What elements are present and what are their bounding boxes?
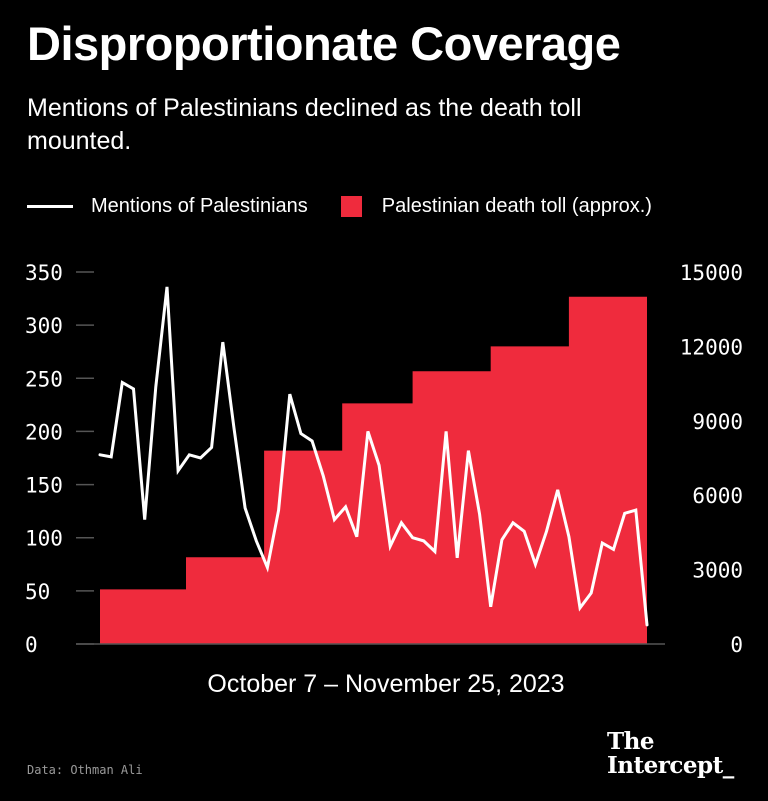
y-right-tick-label: 0 — [730, 633, 743, 657]
death-toll-area — [100, 296, 647, 644]
y-right-tick-label: 3000 — [692, 559, 743, 583]
y-left-tick-label: 300 — [25, 314, 63, 338]
y-left-tick-label: 50 — [25, 580, 50, 604]
mentions-line — [98, 286, 649, 627]
y-left-tick-label: 150 — [25, 474, 63, 498]
logo-line-2: Intercept_ — [607, 752, 734, 779]
chart-title: Disproportionate Coverage — [27, 17, 621, 70]
legend-area-swatch — [340, 195, 362, 217]
source-note: Data: Othman Ali — [27, 763, 143, 777]
y-left-tick-label: 100 — [25, 527, 63, 551]
logo-line-1: The — [607, 728, 654, 755]
y-right-tick-label: 6000 — [692, 484, 743, 508]
y-left-tick-label: 350 — [25, 261, 63, 285]
axis-layer: 0 50 100 150 200 250 300 350 0 3000 6000 9000 12000 1… — [25, 261, 743, 657]
y-left-tick-label: 250 — [25, 367, 63, 391]
chart-subtitle: Mentions of Palestinians declined as the… — [27, 94, 582, 155]
y-right-tick-label: 12000 — [680, 335, 743, 359]
y-left-tick-label: 0 — [25, 633, 38, 657]
line-layer — [98, 286, 649, 627]
legend-area-label: Palestinian death toll (approx.) — [381, 194, 652, 217]
y-left-tick-label: 200 — [25, 420, 63, 444]
y-right-tick-label: 15000 — [680, 261, 743, 285]
intercept-logo: The Intercept_ — [607, 730, 734, 778]
y-right-tick-label: 9000 — [692, 410, 743, 434]
legend-line-swatch — [27, 204, 73, 208]
area-layer — [100, 296, 647, 644]
legend: Mentions of Palestinians Palestinian dea… — [27, 192, 652, 220]
x-axis-label: October 7 – November 25, 2023 — [207, 670, 564, 698]
legend-line-label: Mentions of Palestinians — [91, 194, 308, 217]
